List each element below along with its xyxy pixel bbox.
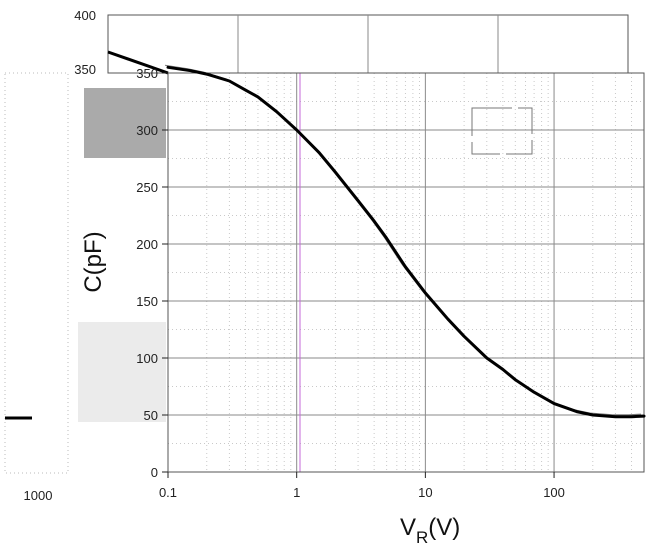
data-point (228, 80, 231, 82)
ghost-tick-label-y: 400 (74, 8, 96, 23)
data-point (447, 318, 449, 321)
data-point (533, 391, 535, 394)
y-tick-label: 0 (151, 465, 158, 480)
ghost-legend-block (84, 88, 166, 158)
data-point (295, 129, 298, 131)
data-point (514, 378, 517, 381)
series-line (166, 65, 646, 419)
data-point (424, 292, 427, 294)
ghost-frame-left (4, 72, 69, 474)
data-point (404, 266, 407, 268)
y-tick-label: 100 (136, 351, 158, 366)
data-point (189, 69, 192, 72)
data-point (614, 415, 617, 418)
data-point (357, 199, 359, 202)
data-point (502, 368, 504, 371)
x-axis-title: VR(V) (400, 514, 460, 546)
x-tick-label: 0.1 (159, 485, 177, 500)
data-point (591, 414, 594, 416)
y-tick-label: 150 (136, 294, 158, 309)
data-point (257, 96, 259, 98)
ghost-legend-block (471, 107, 533, 155)
series-line-shadow (164, 64, 642, 416)
y-tick-label: 300 (136, 123, 158, 138)
data-point (167, 66, 169, 69)
tick-labels: 0.1 1 10 100 0 50 100 150 200 250 300 350 (136, 66, 565, 500)
y-tick-label: 250 (136, 180, 158, 195)
data-point (463, 335, 465, 338)
data-point (334, 171, 337, 173)
data-point (205, 73, 208, 75)
ghost-curve-top (107, 50, 169, 75)
y-tick-label: 350 (136, 66, 158, 81)
grid (167, 72, 645, 473)
ghost-shaded-block (78, 322, 166, 422)
data-point (575, 410, 578, 413)
y-tick-label: 50 (144, 408, 158, 423)
x-axis-title-unit: (V) (428, 514, 460, 541)
y-axis-title: C(pF) (80, 231, 107, 292)
data-point (630, 415, 633, 418)
x-tick-label: 1 (293, 485, 300, 500)
plot-area-border (167, 72, 645, 473)
data-point (485, 357, 488, 359)
x-axis-title-main: V (400, 514, 416, 541)
x-tick-label: 10 (418, 485, 432, 500)
data-point (318, 152, 321, 154)
data-point (373, 220, 375, 222)
data-point (643, 415, 645, 417)
data-point (275, 110, 278, 113)
plot-frame (167, 72, 645, 473)
ghost-tick-label-y: 350 (74, 62, 96, 77)
data-point (244, 89, 247, 91)
y-tick-label: 200 (136, 237, 158, 252)
data-point (553, 402, 555, 405)
ghost-tick-label-x: 1000 (24, 488, 53, 503)
x-axis-title-subscript: R (416, 528, 428, 546)
data-point (385, 237, 388, 240)
series-layer (164, 64, 646, 419)
x-tick-label: 100 (543, 485, 565, 500)
